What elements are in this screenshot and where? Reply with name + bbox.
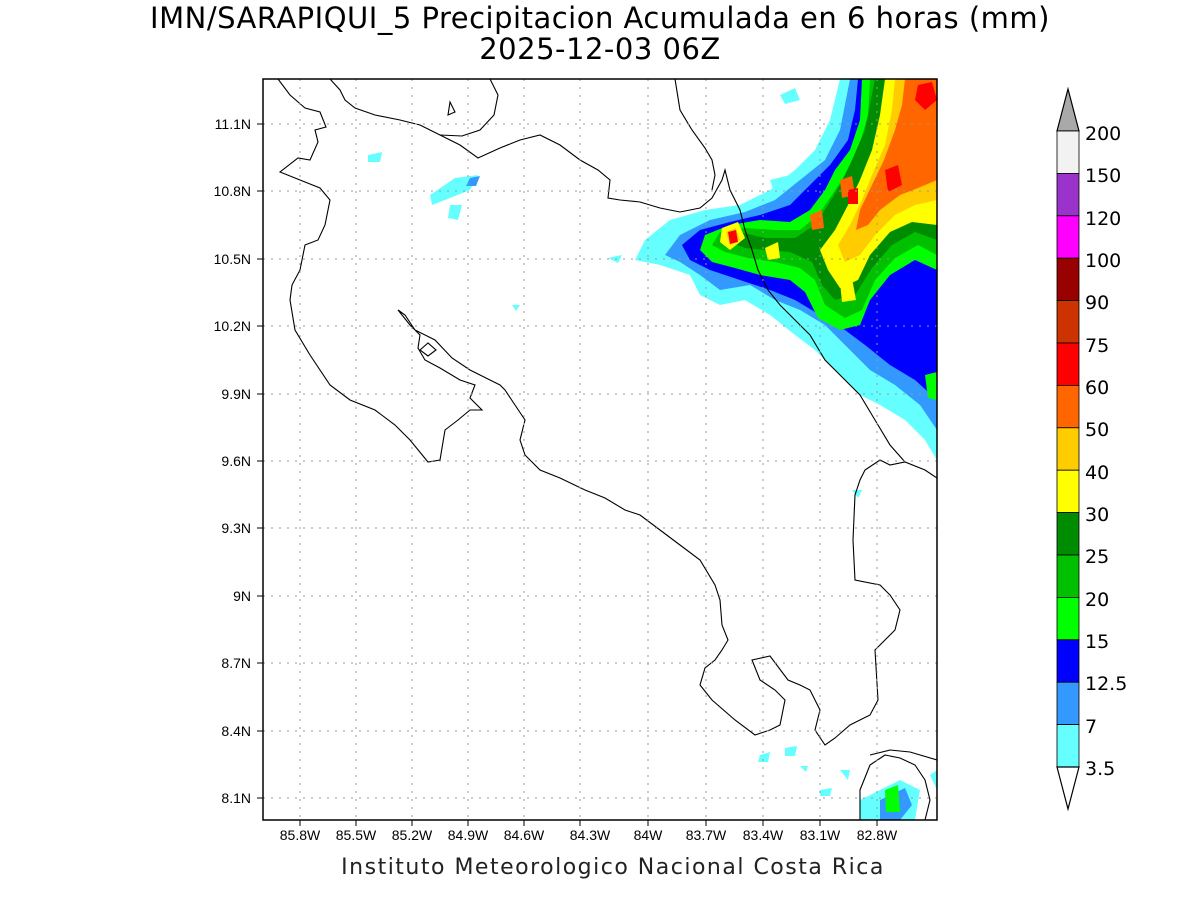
colorbar-label: 12.5	[1085, 673, 1127, 695]
lat-tick-label: 8.1N	[221, 790, 251, 806]
colorbar-label: 20	[1085, 589, 1109, 611]
coastline	[277, 79, 937, 820]
colorbar-segment	[1056, 554, 1080, 598]
colorbar-label: 100	[1085, 250, 1121, 272]
lon-tick-label: 85.2W	[392, 827, 433, 843]
colorbar-segment	[1056, 384, 1080, 429]
colorbar-segment	[1056, 639, 1080, 683]
map-datetime: 2025-12-03 06Z	[479, 32, 721, 66]
colorbar-label: 7	[1085, 716, 1097, 738]
colorbar-label: 75	[1085, 335, 1109, 357]
colorbar-label: 60	[1085, 377, 1109, 399]
colorbar-segment	[1056, 681, 1080, 726]
lat-tick-label: 9N	[233, 588, 251, 604]
lat-tick-label: 9.6N	[221, 453, 251, 469]
colorbar-label: 40	[1085, 462, 1109, 484]
colorbar-segment	[1056, 130, 1080, 174]
colorbar-segment	[1056, 512, 1080, 556]
footer-credit: Instituto Meteorologico Nacional Costa R…	[341, 855, 885, 880]
colorbar-segment	[1056, 215, 1080, 259]
colorbar-label: 30	[1085, 504, 1109, 526]
colorbar-segment	[1056, 724, 1080, 768]
lon-tick-label: 83.7W	[686, 827, 727, 843]
colorbar-label: 200	[1085, 123, 1121, 145]
lon-tick-label: 84.9W	[448, 827, 489, 843]
lon-tick-label: 85.8W	[280, 827, 321, 843]
colorbar-label: 3.5	[1085, 758, 1115, 780]
colorbar-segment	[1056, 257, 1080, 302]
lat-tick-label: 8.7N	[221, 655, 251, 671]
lon-tick-label: 83.1W	[800, 827, 841, 843]
colorbar-label: 15	[1085, 631, 1109, 653]
colorbar	[1056, 86, 1080, 812]
colorbar-segment	[1056, 597, 1080, 641]
colorbar-segment	[1056, 172, 1080, 217]
lon-tick-label: 85.5W	[336, 827, 377, 843]
precip-50mm-area	[856, 79, 937, 230]
lat-tick-label: 10.2N	[214, 318, 251, 334]
lat-tick-label: 8.4N	[221, 723, 251, 739]
colorbar-label: 50	[1085, 419, 1109, 441]
tick-marks	[257, 123, 878, 826]
colorbar-bottom-arrow	[1056, 766, 1080, 812]
map-frame	[262, 78, 938, 821]
colorbar-segment	[1056, 469, 1080, 514]
colorbar-label: 150	[1085, 165, 1121, 187]
lon-tick-label: 83.4W	[743, 827, 784, 843]
lat-tick-label: 10.8N	[214, 183, 251, 199]
lat-tick-label: 9.9N	[221, 386, 251, 402]
lon-tick-label: 84.6W	[504, 827, 545, 843]
lat-tick-label: 10.5N	[214, 251, 251, 267]
colorbar-segment	[1056, 300, 1080, 344]
colorbar-top-arrow	[1056, 86, 1080, 132]
lon-tick-label: 82.8W	[857, 827, 898, 843]
colorbar-segment	[1056, 342, 1080, 386]
precipitation-field	[368, 79, 937, 820]
lon-tick-label: 84W	[634, 827, 664, 843]
graticule	[263, 79, 937, 820]
map-title: IMN/SARAPIQUI_5 Precipitacion Acumulada …	[150, 1, 1050, 35]
lat-tick-label: 9.3N	[221, 520, 251, 536]
colorbar-label: 120	[1085, 208, 1121, 230]
lon-tick-label: 84.3W	[570, 827, 611, 843]
colorbar-label: 25	[1085, 546, 1109, 568]
lat-tick-label: 11.1N	[215, 116, 251, 132]
colorbar-segment	[1056, 427, 1080, 471]
colorbar-label: 90	[1085, 292, 1109, 314]
